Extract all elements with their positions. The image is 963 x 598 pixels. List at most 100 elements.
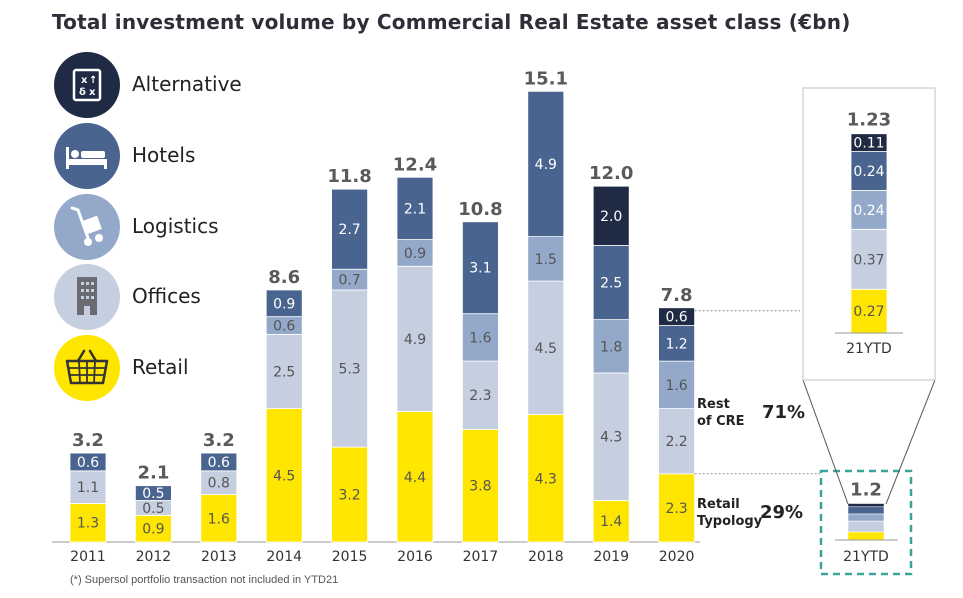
svg-text:δ: δ — [79, 87, 86, 98]
legend-item-logistics: Logistics — [54, 194, 314, 260]
bar-segment-retail-2014 — [265, 408, 303, 543]
data-label-retail-2015: 3.2 — [338, 488, 360, 504]
bar-segment-hotels-2018 — [527, 90, 565, 238]
data-label-offices-2012: 0.5 — [142, 501, 164, 517]
bar-segment-logistics-2020 — [658, 360, 695, 409]
annotation-rest-pct: 71% — [762, 402, 805, 423]
data-label-logistics-2015: 0.7 — [338, 273, 360, 289]
basket-icon — [54, 335, 120, 401]
ytd-small-segment-alternative — [847, 503, 885, 508]
data-label-offices-2011: 1.1 — [77, 480, 99, 496]
ytd-small-tick-label: 21YTD — [843, 549, 889, 565]
data-label-hotels-2014: 0.9 — [273, 296, 295, 312]
data-label-retail-2014: 4.5 — [273, 468, 295, 484]
x-tick-label-2012: 2012 — [136, 549, 172, 565]
total-label-2016: 12.4 — [393, 154, 437, 175]
ytd-zoom-total-label: 1.23 — [847, 110, 891, 131]
data-label-logistics-2017: 1.6 — [469, 330, 491, 346]
total-label-2014: 8.6 — [268, 267, 300, 288]
ytd-zoom-label-alternative: 0.11 — [853, 136, 884, 152]
data-label-hotels-2019: 2.5 — [600, 276, 622, 292]
data-label-hotels-2018: 4.9 — [535, 157, 557, 173]
data-label-hotels-2020: 1.2 — [665, 336, 687, 352]
data-label-hotels-2013: 0.6 — [208, 455, 230, 471]
data-label-offices-2019: 4.3 — [600, 430, 622, 446]
data-label-hotels-2012: 0.5 — [142, 486, 164, 502]
bar-segment-offices-2019 — [592, 372, 630, 501]
data-label-logistics-2016: 0.9 — [404, 246, 426, 262]
x-tick-label-2016: 2016 — [397, 549, 433, 565]
data-label-retail-2018: 4.3 — [535, 471, 557, 487]
svg-text:↑: ↑ — [89, 75, 97, 86]
data-label-alternative-2020: 0.6 — [665, 310, 687, 326]
data-label-hotels-2015: 2.7 — [338, 222, 360, 238]
chart-title: Total investment volume by Commercial Re… — [52, 10, 851, 34]
legend-item-alternative: x ↑ δ x Alternative — [54, 52, 314, 118]
x-tick-label-2011: 2011 — [70, 549, 106, 565]
bar-segment-offices-2020 — [658, 408, 695, 475]
bar-segment-retail-2018 — [527, 414, 565, 543]
legend-item-retail: Retail — [54, 335, 314, 401]
hand-truck-icon — [54, 194, 120, 260]
total-label-2012: 2.1 — [137, 463, 169, 484]
x-tick-label-2014: 2014 — [266, 549, 302, 565]
total-label-2018: 15.1 — [524, 68, 568, 89]
annotation-rest-line2: of CRE — [697, 414, 745, 429]
data-label-logistics-2020: 1.6 — [665, 378, 687, 394]
annotation-retail-line2: Typology — [697, 514, 763, 529]
bar-segment-retail-2013 — [200, 494, 238, 543]
bar-segment-hotels-2020 — [658, 325, 695, 362]
data-label-hotels-2016: 2.1 — [404, 201, 426, 217]
total-label-2020: 7.8 — [661, 285, 693, 306]
bar-segment-hotels-2015 — [331, 188, 369, 270]
bar-segment-offices-2014 — [265, 334, 303, 409]
bar-segment-offices-2017 — [461, 360, 499, 430]
total-label-2019: 12.0 — [589, 163, 633, 184]
data-label-offices-2017: 2.3 — [469, 388, 491, 404]
ytd-small-total-label: 1.2 — [850, 480, 882, 501]
ytd-small-segment-offices — [847, 520, 885, 533]
bar-segment-hotels-2014 — [265, 289, 303, 318]
footnote: (*) Supersol portfolio transaction not i… — [70, 574, 339, 586]
bed-icon — [54, 123, 120, 189]
office-building-icon — [54, 264, 120, 330]
ytd-zoom-tick-label: 21YTD — [846, 341, 892, 357]
annotation-retail-line1: Retail — [697, 497, 740, 512]
bar-segment-offices-2015 — [331, 289, 369, 448]
annotation-retail-pct: 29% — [760, 502, 803, 523]
ytd-zoom-label-hotels: 0.24 — [853, 164, 884, 180]
bar-segment-logistics-2017 — [461, 313, 499, 362]
total-label-2011: 3.2 — [72, 430, 104, 451]
bar-segment-retail-2020 — [658, 473, 695, 543]
data-label-retail-2016: 4.4 — [404, 470, 426, 486]
legend-label-offices: Offices — [132, 284, 201, 308]
data-label-retail-2017: 3.8 — [469, 479, 491, 495]
data-label-offices-2018: 4.5 — [535, 341, 557, 357]
data-label-offices-2013: 0.8 — [208, 476, 230, 492]
x-tick-label-2017: 2017 — [463, 549, 499, 565]
zoom-connector-right — [885, 379, 936, 505]
bar-segment-hotels-2013 — [200, 452, 238, 472]
legend-label-retail: Retail — [132, 355, 189, 379]
bar-segment-hotels-2012 — [134, 485, 172, 501]
ytd-zoom-label-retail: 0.27 — [853, 304, 884, 320]
board-icon: x ↑ δ x — [54, 52, 120, 118]
ytd-small-segment-logistics — [847, 513, 885, 522]
svg-text:x: x — [89, 87, 96, 98]
annotation-rest-line1: Rest — [697, 397, 730, 412]
legend-label-hotels: Hotels — [132, 143, 196, 167]
ytd-small-segment-retail — [847, 531, 885, 541]
bar-segment-hotels-2011 — [69, 452, 107, 472]
data-label-offices-2014: 2.5 — [273, 365, 295, 381]
zoom-connector-left — [802, 379, 849, 505]
total-label-2017: 10.8 — [458, 199, 502, 220]
bar-segment-hotels-2016 — [396, 176, 434, 240]
ytd-zoom-segment-offices — [850, 228, 888, 290]
data-label-retail-2012: 0.9 — [142, 522, 164, 538]
bar-segment-retail-2011 — [69, 503, 107, 543]
bar-segment-offices-2018 — [527, 280, 565, 415]
bar-segment-alternative-2020 — [658, 307, 695, 326]
ytd-zoom-label-logistics: 0.24 — [853, 203, 884, 219]
bar-segment-hotels-2017 — [461, 221, 499, 315]
data-label-retail-2011: 1.3 — [77, 516, 99, 532]
